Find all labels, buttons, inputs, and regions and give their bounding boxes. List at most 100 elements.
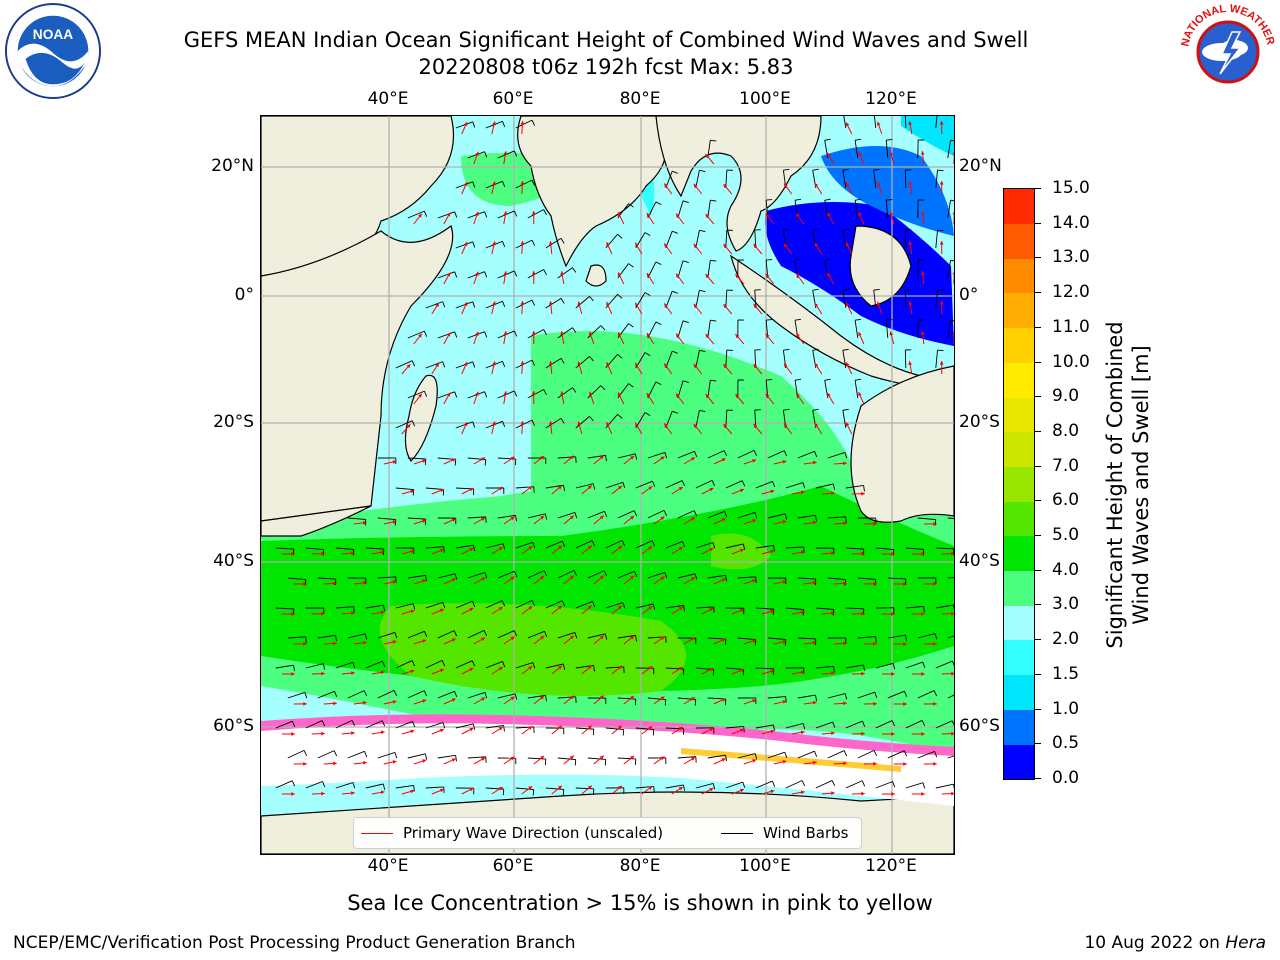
colorbar-tick-mark	[1035, 257, 1041, 259]
wind-barb	[785, 607, 804, 610]
wave-direction-arrowhead	[814, 303, 819, 308]
wind-barb-flag	[652, 603, 656, 610]
wave-direction-arrowhead	[908, 121, 913, 125]
wave-direction-arrowhead	[814, 183, 819, 188]
wave-direction-arrowhead	[635, 362, 639, 367]
wave-direction-arrowhead	[435, 303, 439, 308]
colorbar-tick-mark	[1035, 778, 1041, 779]
colorbar-segment	[1004, 189, 1034, 224]
wind-barb-flag	[812, 348, 819, 351]
wind-barb-flag	[514, 693, 518, 700]
wind-barb-flag	[383, 605, 385, 612]
wind-barb-flag	[753, 450, 758, 457]
wind-barb	[873, 170, 877, 189]
colorbar-tick-label: 14.0	[1052, 212, 1090, 233]
wind-barb-flag	[293, 665, 295, 672]
wind-barb-flag	[873, 288, 880, 291]
wave-direction-arrowhead	[678, 727, 683, 731]
wind-barb	[857, 577, 876, 580]
wave-direction-arrowhead	[796, 273, 800, 278]
wave-direction-arrowhead	[446, 272, 451, 277]
wind-barb	[287, 636, 306, 639]
wind-barb	[335, 782, 354, 789]
wind-barb-flag	[794, 318, 802, 321]
wave-direction-arrowhead	[903, 582, 907, 586]
wind-barb	[725, 350, 728, 369]
wave-direction-arrowhead	[920, 211, 925, 215]
wave-direction-arrowhead	[492, 181, 496, 186]
wind-barb-flag	[382, 661, 386, 667]
map-legend: Primary Wave Direction (unscaled) Wind B…	[353, 817, 862, 849]
wind-barb-flag	[725, 755, 727, 762]
wind-barb	[287, 577, 306, 580]
wind-barb	[917, 517, 936, 520]
wave-direction-arrowhead	[921, 672, 925, 676]
wave-direction-arrowhead	[617, 545, 622, 550]
wave-direction-arrowhead	[557, 485, 562, 490]
wind-barb-flag	[531, 119, 536, 126]
wind-barb	[605, 727, 624, 730]
wind-barb	[455, 241, 473, 249]
wind-barb-flag	[322, 549, 325, 556]
wave-direction-arrowhead	[362, 580, 367, 585]
wind-barb-flag	[723, 450, 728, 457]
wave-direction-arrowhead	[587, 785, 592, 790]
wind-barb	[875, 547, 894, 550]
wind-barb-flag	[484, 151, 488, 158]
wind-barb-flag	[561, 600, 566, 607]
wave-direction-arrowhead	[463, 422, 468, 427]
wave-direction-arrowhead	[784, 243, 788, 248]
wind-barb-flag	[321, 720, 326, 727]
wind-barb	[455, 301, 473, 309]
colorbar-tick-mark	[1035, 326, 1041, 328]
wind-barb-flag	[423, 690, 428, 697]
wave-direction-arrowhead	[635, 422, 639, 427]
wind-barb	[677, 756, 696, 759]
wave-direction-arrowhead	[492, 301, 496, 306]
wave-direction-arrowhead	[858, 152, 862, 157]
wind-barb-flag	[802, 723, 806, 730]
wind-barb	[557, 569, 575, 579]
wind-barb	[695, 606, 714, 609]
wind-barb	[407, 457, 426, 460]
wind-barb-flag	[634, 571, 638, 578]
southern-africa	[261, 505, 372, 537]
wave-direction-arrowhead	[845, 182, 850, 187]
wind-barb-flag	[573, 570, 578, 577]
wave-direction-arrowhead	[693, 243, 698, 248]
wind-barb	[617, 453, 636, 459]
wave-direction-arrowhead	[481, 517, 486, 521]
wind-barb	[887, 750, 905, 759]
wave-direction-arrowhead	[435, 363, 439, 368]
wind-barb-flag	[635, 635, 637, 642]
footer-credit: NCEP/EMC/Verification Post Processing Pr…	[13, 933, 576, 953]
wave-direction-arrowhead	[721, 518, 726, 522]
wave-direction-arrowhead	[845, 362, 850, 367]
wind-barb-flag	[441, 660, 446, 667]
wave-direction-arrowhead	[752, 579, 757, 583]
wave-direction-arrowhead	[939, 301, 944, 305]
wind-barb	[467, 691, 486, 699]
wind-barb-flag	[844, 579, 847, 586]
wind-barb	[725, 230, 728, 249]
wind-barb	[875, 662, 894, 669]
wind-barb-flag	[802, 482, 806, 489]
wind-barb	[755, 667, 774, 670]
wave-direction-arrowhead	[422, 759, 427, 763]
wave-direction-arrowhead	[735, 394, 740, 398]
wind-barb-flag	[952, 784, 954, 790]
wind-barb	[437, 630, 455, 639]
wind-barb-flag	[672, 410, 678, 414]
wind-barb-flag	[855, 138, 862, 141]
wave-direction-arrowhead	[362, 520, 367, 525]
wind-barb-flag	[922, 661, 926, 668]
wave-direction-arrowhead	[520, 361, 525, 365]
wind-barb	[335, 547, 354, 550]
wind-barb-flag	[334, 691, 338, 698]
wave-direction-arrowhead	[422, 579, 427, 583]
wave-direction-arrowhead	[439, 488, 444, 493]
wind-barb-flag	[531, 299, 536, 306]
wave-direction-arrowhead	[333, 641, 337, 646]
wind-barb	[815, 721, 833, 729]
wave-direction-arrowhead	[800, 550, 805, 555]
